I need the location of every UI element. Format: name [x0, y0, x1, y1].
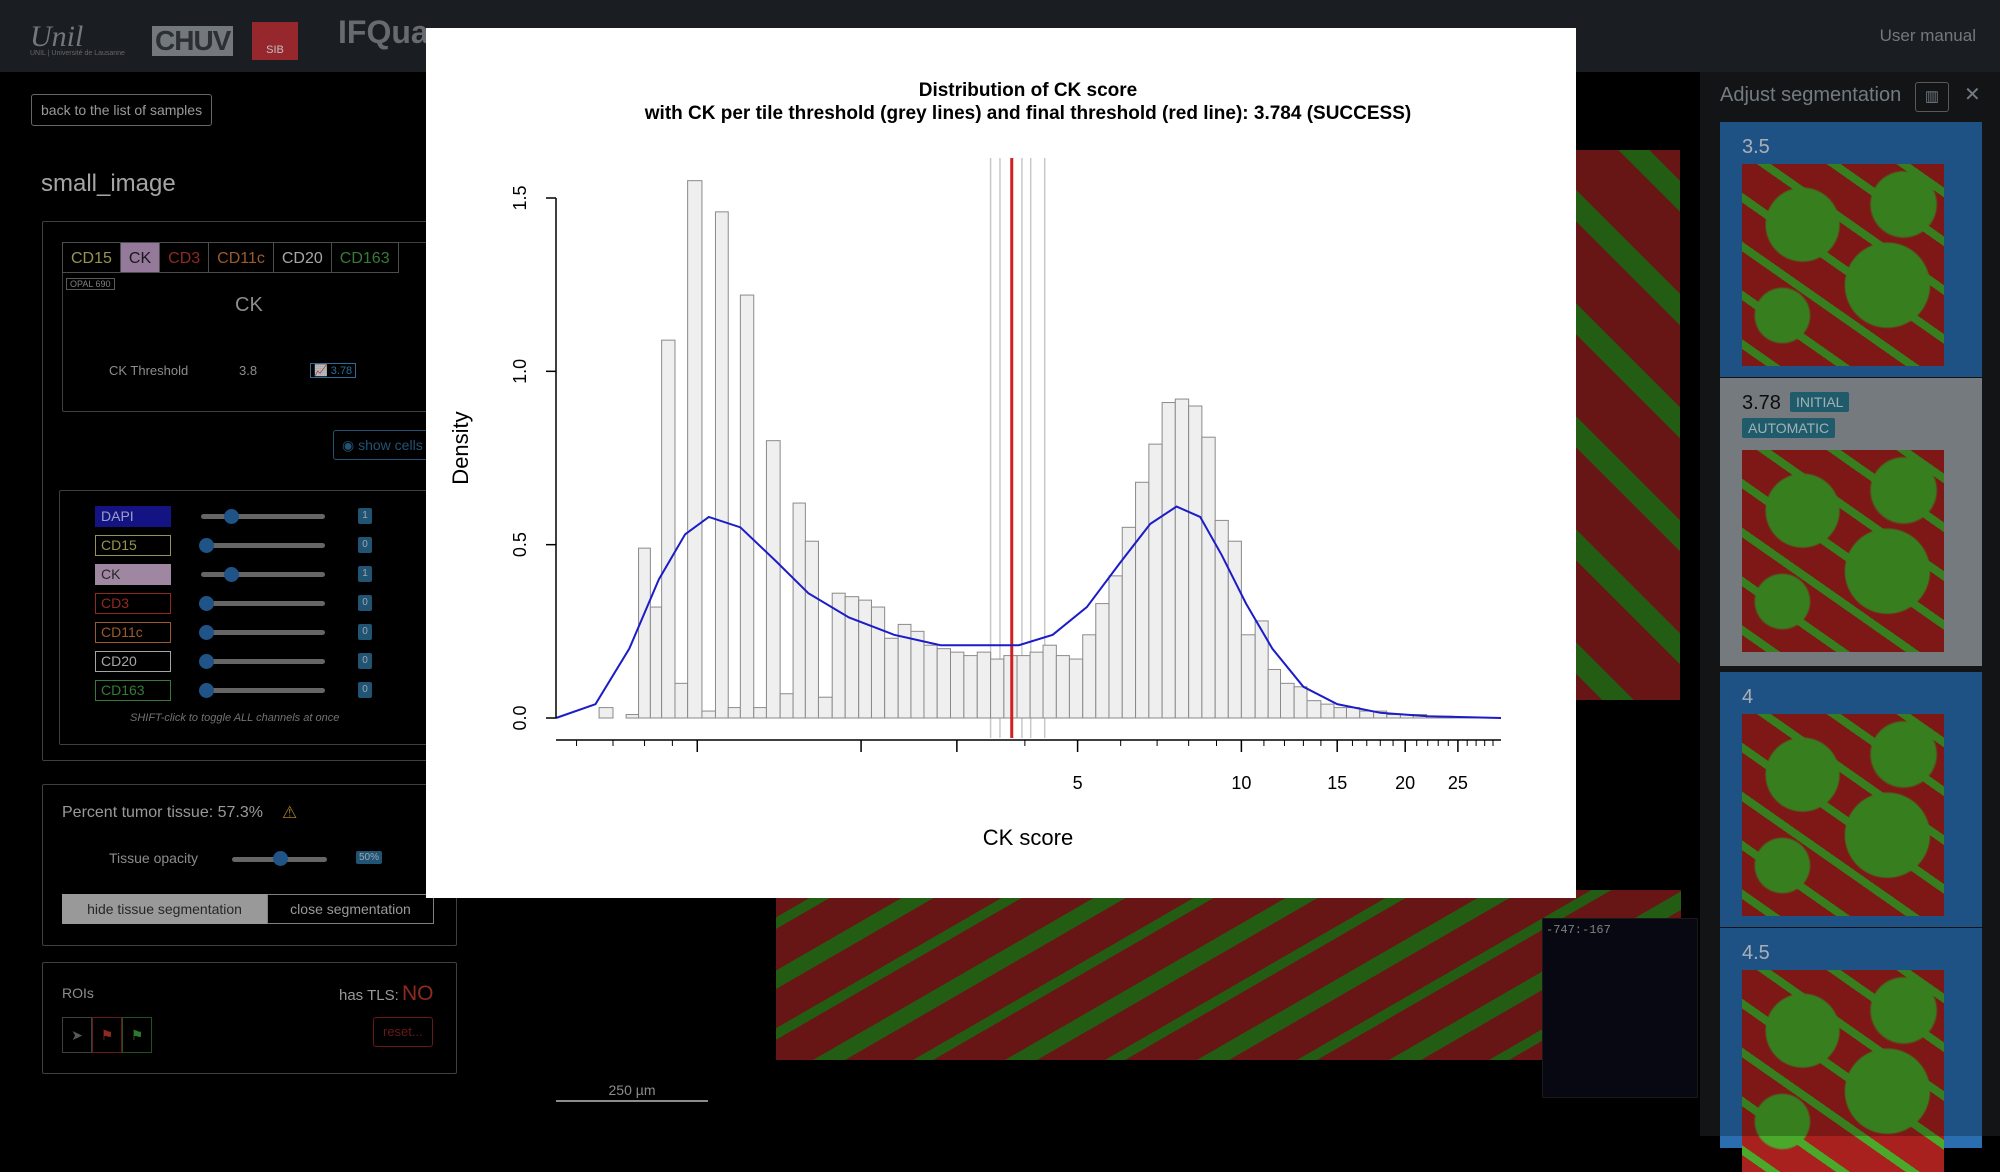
- histogram-bar: [1281, 683, 1295, 718]
- chart-subtitle: with CK per tile threshold (grey lines) …: [644, 103, 1411, 124]
- histogram-bar: [805, 541, 818, 718]
- histogram-bar: [1360, 711, 1374, 718]
- histogram-bar: [599, 708, 613, 718]
- histogram-bar: [793, 503, 805, 718]
- histogram-bar: [662, 340, 675, 718]
- histogram-bar: [1056, 656, 1069, 718]
- histogram-bar: [977, 652, 990, 718]
- x-tick-label: 15: [1327, 773, 1347, 793]
- histogram-bar: [1149, 444, 1162, 718]
- histogram-bar: [1228, 541, 1241, 718]
- histogram-bar: [1083, 635, 1096, 718]
- histogram-bar: [1162, 403, 1175, 718]
- histogram-bar: [1241, 635, 1255, 718]
- histogram-bar: [1175, 399, 1188, 718]
- histogram-bar: [639, 548, 651, 718]
- histogram-bar: [937, 649, 950, 718]
- histogram-bar: [740, 295, 753, 718]
- histogram-bar: [859, 600, 872, 718]
- histogram-bar: [1294, 687, 1307, 718]
- histogram-bar: [1268, 669, 1280, 718]
- histogram-bar: [1307, 701, 1321, 718]
- x-tick-label: 25: [1448, 773, 1468, 793]
- x-axis-label: CK score: [983, 825, 1073, 850]
- y-tick-label: 1.5: [510, 185, 530, 210]
- histogram-bar: [650, 607, 661, 718]
- y-tick-label: 0.0: [510, 705, 530, 730]
- histogram-bar: [675, 683, 688, 718]
- histogram-bar: [688, 181, 702, 718]
- histogram-bar: [911, 631, 924, 718]
- ck-score-chart: Distribution of CK score with CK per til…: [426, 28, 1576, 898]
- histogram-bar: [1030, 652, 1043, 718]
- histogram-bar: [1202, 437, 1215, 718]
- histogram-bar: [845, 597, 859, 718]
- histogram-bar: [1043, 645, 1056, 718]
- x-tick-label: 5: [1073, 773, 1083, 793]
- histogram-bar: [1109, 576, 1122, 718]
- y-tick-label: 0.5: [510, 532, 530, 557]
- histogram-bar: [991, 659, 1004, 718]
- histogram-bar: [1255, 621, 1268, 718]
- histogram-bar: [715, 212, 728, 718]
- histogram-bar: [728, 708, 740, 718]
- plot-area: 0.0 0.5 1.0 1.5 5 10 15 20 25: [510, 158, 1501, 793]
- chart-title: Distribution of CK score: [919, 80, 1138, 101]
- chart-modal: Distribution of CK score with CK per til…: [426, 28, 1576, 898]
- histogram-bar: [780, 694, 793, 718]
- y-axis-label: Density: [448, 411, 473, 484]
- y-tick-label: 1.0: [510, 359, 530, 384]
- histogram-bar: [950, 652, 963, 718]
- histogram-bar: [626, 715, 638, 718]
- histogram-bar: [1321, 704, 1334, 718]
- histogram-bar: [964, 656, 977, 718]
- histogram-bar: [924, 645, 937, 718]
- histogram-bar: [1189, 406, 1202, 718]
- histogram-bar: [1069, 659, 1082, 718]
- x-tick-label: 20: [1395, 773, 1415, 793]
- x-tick-label: 10: [1231, 773, 1251, 793]
- histogram-bar: [754, 708, 767, 718]
- histogram-bar: [1017, 656, 1030, 718]
- histogram-bar: [818, 697, 832, 718]
- histogram-bar: [885, 638, 899, 718]
- histogram-bar: [1096, 604, 1109, 718]
- histogram-bar: [1334, 708, 1346, 718]
- histogram-bar: [702, 711, 716, 718]
- histogram-bar: [1136, 482, 1149, 718]
- histogram-bar: [1215, 520, 1228, 718]
- histogram-bar: [871, 607, 884, 718]
- histogram-bar: [766, 441, 780, 718]
